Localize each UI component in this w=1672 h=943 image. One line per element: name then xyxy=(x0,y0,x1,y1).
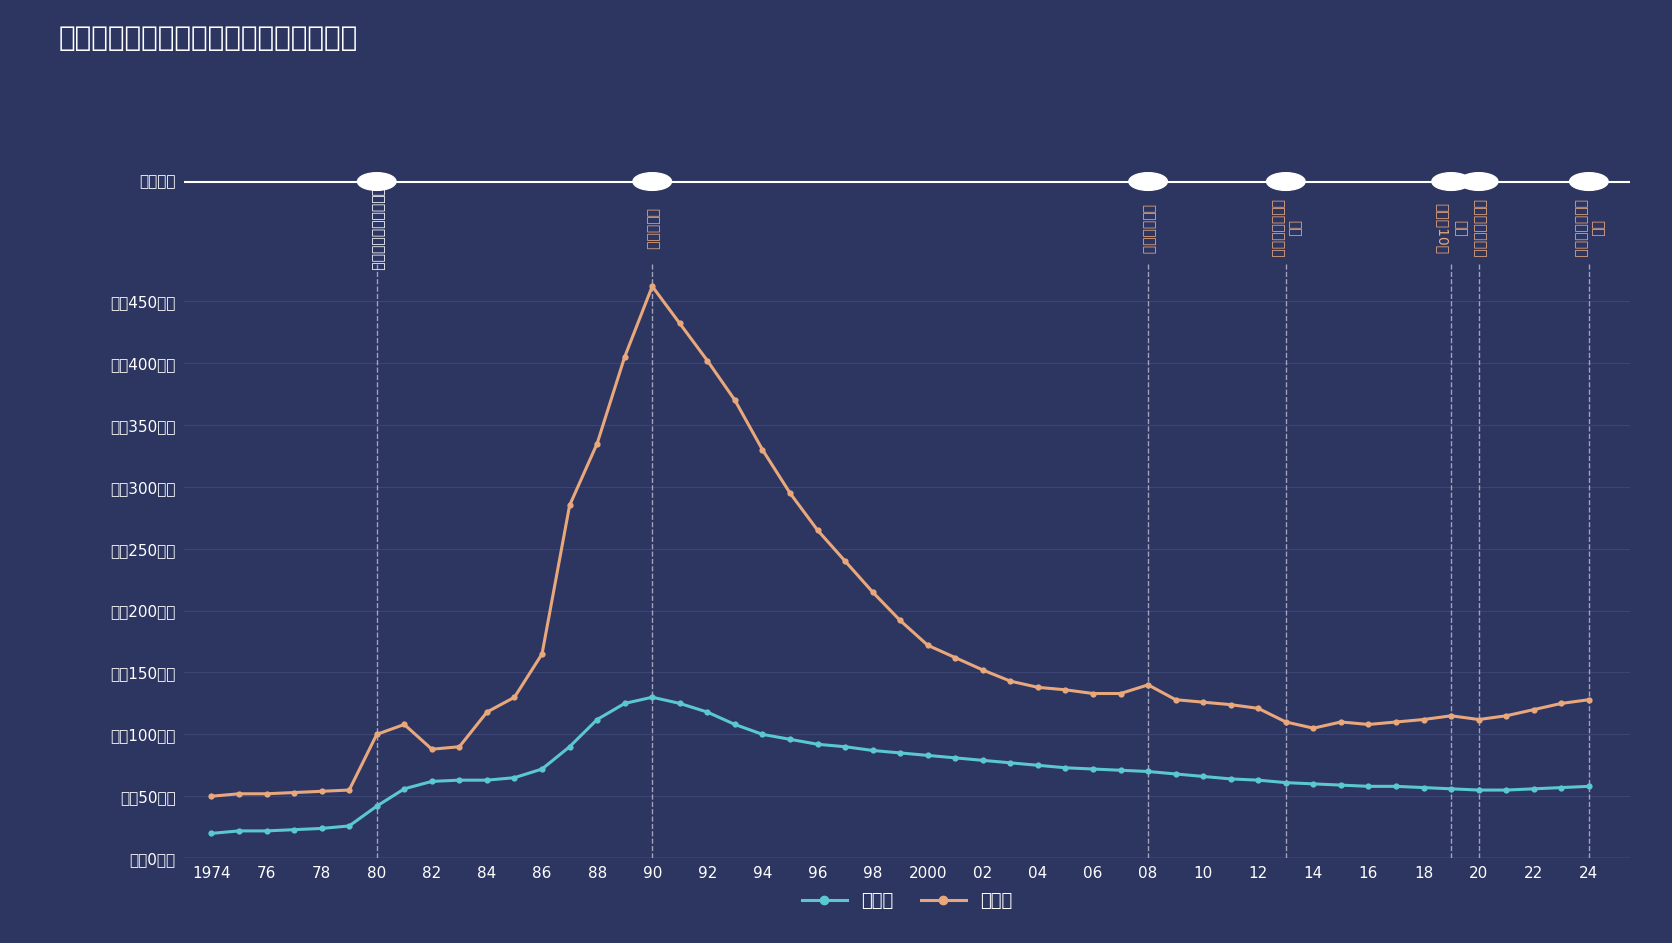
Ellipse shape xyxy=(1431,173,1470,190)
Text: 世界金融危機: 世界金融危機 xyxy=(1140,204,1155,254)
Text: 日銀
異次元緩和終了: 日銀 異次元緩和終了 xyxy=(1573,199,1605,258)
Ellipse shape xyxy=(1460,173,1498,190)
Ellipse shape xyxy=(634,173,672,190)
Text: 港北ニュータウン開発: 港北ニュータウン開発 xyxy=(370,187,385,271)
Text: 日銀
異次元金融緩和: 日銀 異次元金融緩和 xyxy=(1271,199,1301,258)
Text: バブル崩壊: バブル崩壊 xyxy=(645,207,659,250)
Ellipse shape xyxy=(1267,173,1306,190)
Text: コロナ感染拡大: コロナ感染拡大 xyxy=(1471,199,1486,258)
Ellipse shape xyxy=(1570,173,1608,190)
Ellipse shape xyxy=(1129,173,1167,190)
Ellipse shape xyxy=(358,173,396,190)
Text: 経済年表: 経済年表 xyxy=(139,174,176,189)
Text: 増税
消費税10％: 増税 消費税10％ xyxy=(1436,203,1466,255)
Legend: 住宅地, 商業地: 住宅地, 商業地 xyxy=(794,885,1020,918)
Text: 横浜市港南区　土地価格の推移（平均）: 横浜市港南区 土地価格の推移（平均） xyxy=(59,24,358,52)
